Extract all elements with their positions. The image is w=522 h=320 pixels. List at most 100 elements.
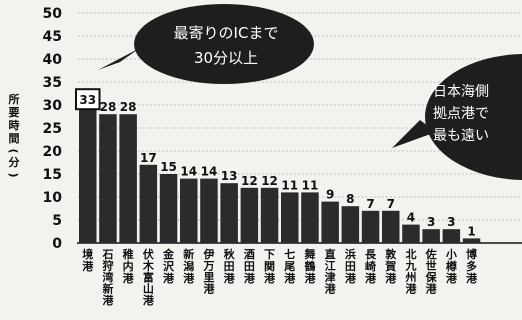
bar-value-label: 1 [467, 224, 475, 238]
bar [462, 238, 481, 243]
category-label-char: 港 [82, 259, 94, 273]
bar [301, 192, 319, 243]
bar [240, 187, 259, 243]
category-label-char: 尾 [283, 260, 295, 273]
category-label: 博多港 [466, 247, 478, 285]
bar [220, 183, 238, 243]
category-label-char: 伊 [202, 247, 214, 261]
category-label-char: 富 [143, 270, 154, 284]
y-tick-label: 35 [43, 75, 62, 91]
category-label-char: 州 [404, 271, 416, 284]
category-label: 小樽港 [445, 247, 458, 285]
bar-value-label: 14 [180, 165, 197, 179]
category-label-char: 津 [325, 270, 336, 284]
bar [281, 192, 299, 243]
category-label-char: 狩 [101, 259, 113, 273]
category-label-char: 保 [425, 270, 438, 284]
category-label-char: 港 [244, 271, 256, 285]
y-tick-label: 25 [43, 121, 62, 137]
y-tick-label: 40 [43, 52, 63, 68]
bar-value-label: 12 [241, 174, 258, 188]
y-axis-label-char: ) [7, 172, 20, 177]
category-label: 境港 [82, 247, 94, 273]
category-label-char: 賀 [384, 259, 396, 273]
category-label-char: 酒 [244, 248, 255, 261]
y-tick-label: 20 [43, 144, 63, 160]
category-label: 長崎港 [365, 248, 377, 285]
bar [139, 164, 158, 243]
category-label: 舞鶴港 [304, 247, 316, 285]
bar [442, 229, 461, 243]
highlight-box [75, 88, 101, 111]
category-label: 七尾港 [283, 247, 296, 285]
callout-text: 日本海側 [433, 84, 489, 100]
category-label-char: 新 [102, 282, 113, 296]
category-label-char: 下 [264, 248, 275, 261]
bar [99, 114, 117, 243]
category-label-char: 世 [426, 259, 437, 273]
bar [321, 201, 339, 243]
category-label-char: 新 [183, 247, 194, 261]
bar [200, 178, 218, 243]
category-label-char: 舞 [304, 247, 315, 261]
category-label-char: 多 [466, 259, 477, 273]
category-label-char: 港 [163, 271, 175, 285]
bar [422, 229, 440, 243]
category-label-char: 博 [466, 247, 477, 261]
bar-value-label: 33 [79, 93, 96, 107]
bar-value-label: 7 [366, 197, 374, 211]
category-label-char: 港 [203, 282, 215, 296]
category-label-char: 港 [405, 282, 417, 296]
bar [341, 206, 360, 243]
category-label-char: 七 [284, 247, 295, 261]
category-label-char: 港 [385, 271, 397, 285]
bar-value-label: 11 [281, 178, 298, 192]
category-label-char: 長 [365, 248, 377, 261]
category-label-char: 樽 [446, 259, 457, 273]
category-label-char: 港 [365, 271, 377, 285]
category-label-char: 港 [143, 293, 155, 307]
category-label: 浜田港 [345, 247, 357, 285]
category-label-char: 田 [244, 260, 255, 273]
category-label-char: 関 [264, 260, 275, 273]
category-label-char: 港 [123, 271, 135, 285]
category-label-char: 佐 [425, 247, 437, 261]
category-label: 新潟港 [183, 247, 195, 285]
category-label-char: 小 [445, 247, 457, 261]
bar [159, 174, 178, 243]
category-label-char: 港 [325, 282, 337, 296]
category-label-char: 潟 [183, 259, 194, 273]
y-tick-label: 50 [43, 6, 63, 22]
category-label-char: 北 [405, 247, 416, 261]
bar-value-label: 8 [346, 192, 354, 206]
y-tick-label: 0 [52, 236, 62, 252]
category-label-char: 鶴 [304, 259, 315, 273]
y-tick-label: 15 [43, 167, 62, 183]
callout-text: 拠点港で [433, 106, 489, 122]
category-label: 稚内港 [123, 247, 135, 285]
category-label-char: 港 [446, 271, 458, 285]
y-axis-label-char: 要 [9, 106, 20, 119]
bar-value-label: 3 [427, 215, 435, 229]
bar-value-label: 28 [100, 100, 117, 114]
category-label-char: 田 [224, 260, 235, 273]
callout-text: 30分以上 [194, 49, 258, 67]
category-label-char: 港 [224, 271, 236, 285]
bar-value-label: 7 [387, 197, 395, 211]
category-label-char: 港 [466, 271, 478, 285]
category-label-char: 港 [183, 271, 195, 285]
bar [260, 187, 279, 243]
bar [119, 114, 137, 243]
bar [382, 210, 400, 243]
category-label-char: 秋 [224, 247, 236, 261]
category-label: 酒田港 [244, 248, 256, 285]
category-label: 下関港 [264, 248, 276, 285]
